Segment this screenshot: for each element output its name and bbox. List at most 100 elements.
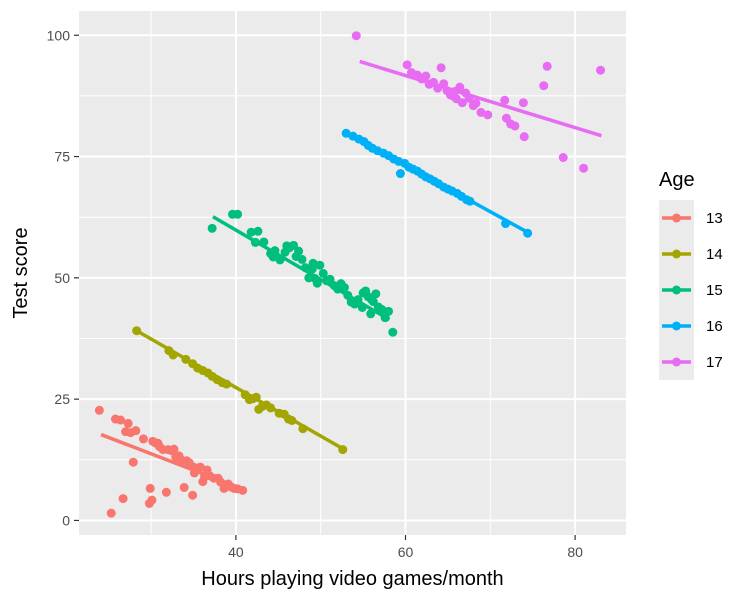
legend-label-14: 14 (706, 246, 723, 263)
y-tick-label: 75 (54, 149, 70, 165)
legend-label-16: 16 (706, 318, 723, 335)
point-age-15 (289, 240, 299, 250)
y-tick-label: 25 (54, 391, 70, 407)
point-age-17 (519, 132, 529, 142)
point-age-13 (238, 485, 248, 495)
point-age-17 (596, 65, 606, 75)
x-axis-title: Hours playing video games/month (201, 568, 503, 590)
point-age-15 (275, 255, 285, 265)
point-age-13 (106, 508, 116, 518)
legend-label-17: 17 (706, 354, 723, 371)
point-age-13 (118, 494, 128, 504)
x-axis: 40 60 80 (228, 535, 583, 560)
point-age-15 (377, 304, 387, 314)
point-age-15 (367, 295, 377, 305)
point-age-13 (116, 415, 126, 425)
point-age-17 (351, 31, 361, 41)
point-age-15 (358, 288, 368, 298)
point-age-13 (138, 434, 148, 444)
point-age-14 (222, 379, 232, 389)
point-age-15 (325, 274, 335, 284)
legend-key-point-15 (672, 285, 681, 295)
legend: Age 13 14 15 16 17 (659, 169, 723, 380)
point-age-15 (357, 302, 367, 312)
y-tick-label: 50 (54, 270, 70, 286)
point-age-15 (294, 246, 304, 256)
point-age-15 (339, 283, 349, 293)
point-age-17 (457, 98, 467, 108)
point-age-15 (343, 290, 353, 300)
point-age-13 (94, 405, 104, 415)
legend-label-15: 15 (706, 282, 723, 299)
data-points (94, 31, 606, 518)
point-age-15 (388, 327, 398, 337)
y-tick-label: 0 (62, 512, 70, 528)
legend-key-point-13 (672, 213, 681, 223)
point-age-15 (308, 258, 318, 268)
point-age-14 (266, 403, 276, 413)
point-age-15 (315, 260, 325, 270)
point-age-17 (539, 81, 549, 91)
point-age-17 (402, 60, 412, 70)
point-age-15 (246, 227, 256, 237)
point-age-13 (147, 495, 157, 505)
point-age-15 (353, 295, 363, 305)
legend-key-point-16 (672, 321, 681, 331)
point-age-16 (341, 128, 351, 138)
point-age-13 (195, 462, 205, 472)
point-age-17 (518, 98, 528, 108)
point-age-15 (366, 309, 376, 319)
y-tick-label: 100 (47, 27, 71, 43)
point-age-14 (168, 350, 178, 360)
point-age-16 (395, 169, 405, 179)
point-age-16 (523, 228, 533, 238)
point-age-17 (483, 110, 493, 120)
point-age-17 (500, 95, 510, 105)
legend-key-point-17 (672, 357, 681, 367)
point-age-14 (251, 392, 261, 402)
point-age-15 (312, 278, 322, 288)
point-age-17 (421, 71, 431, 81)
y-axis-title: Test score (10, 227, 32, 318)
point-age-15 (253, 226, 263, 236)
point-age-17 (476, 107, 486, 117)
point-age-14 (132, 326, 142, 336)
point-age-14 (287, 415, 297, 425)
point-age-16 (501, 219, 511, 229)
point-age-15 (207, 223, 217, 233)
point-age-15 (250, 237, 260, 247)
point-age-16 (465, 196, 475, 206)
point-age-15 (297, 254, 307, 264)
legend-key-point-14 (672, 249, 681, 259)
trend-line-age-17 (359, 59, 602, 138)
point-age-15 (384, 306, 394, 316)
point-age-13 (131, 426, 141, 436)
legend-title: Age (659, 169, 695, 191)
point-age-17 (439, 79, 449, 89)
point-age-13 (169, 444, 179, 454)
point-age-15 (318, 268, 328, 278)
point-age-17 (542, 61, 552, 71)
point-age-14 (338, 445, 348, 455)
point-age-15 (300, 263, 310, 273)
point-age-17 (436, 63, 446, 73)
point-age-15 (282, 241, 292, 251)
point-age-13 (161, 487, 171, 497)
point-age-17 (450, 87, 460, 97)
x-tick-label: 80 (567, 544, 583, 560)
point-age-17 (464, 93, 474, 103)
x-tick-label: 60 (398, 544, 414, 560)
point-age-15 (233, 209, 243, 219)
point-age-13 (145, 483, 155, 493)
point-age-15 (268, 252, 278, 262)
point-age-14 (298, 424, 308, 434)
legend-label-13: 13 (706, 210, 723, 227)
y-axis: 0 25 50 75 100 (47, 27, 79, 528)
point-age-15 (259, 237, 269, 247)
point-age-17 (510, 121, 520, 131)
point-age-17 (558, 153, 568, 163)
point-age-13 (128, 457, 138, 467)
point-age-13 (188, 490, 198, 500)
x-tick-label: 40 (228, 544, 244, 560)
